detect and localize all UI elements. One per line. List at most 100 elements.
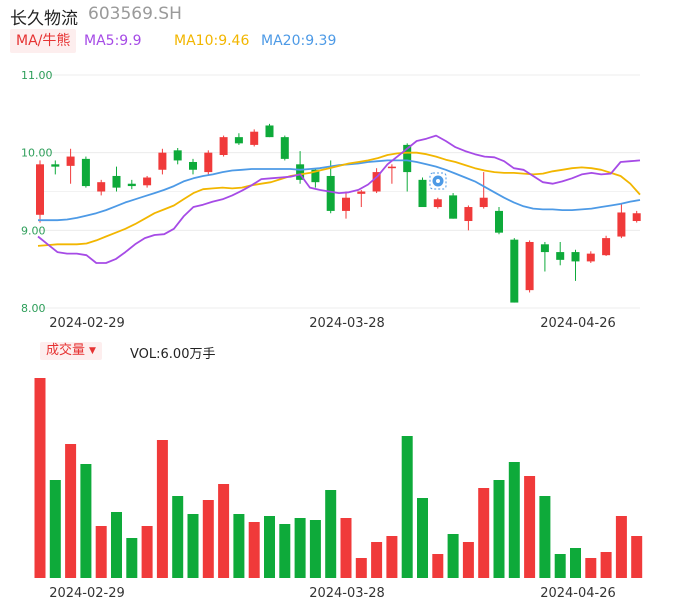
candle-body [433,199,442,208]
marker-frame [429,172,447,190]
candle-body [81,158,90,187]
candle-body [479,197,488,208]
date-label: 2024-02-29 [49,586,125,601]
volume-bar [325,490,337,578]
candle-body [449,195,458,219]
candle-body [372,172,381,192]
candle-body [143,177,152,186]
volume-bar [386,536,398,578]
y-tick-label: 10.00 [21,147,53,160]
candles-layer [36,123,641,303]
volume-bar [233,514,245,578]
volume-bar [570,548,581,578]
volume-bar [524,476,536,578]
volume-bar [340,518,352,578]
candle-body [158,152,167,170]
candle-body [127,183,136,187]
price-axis: 11.00 10.00 9.00 8.00 [21,69,53,315]
volume-bar [156,440,168,578]
candle-body [387,166,396,169]
candle-body [602,238,611,256]
volume-bar [279,524,291,578]
candle-body [219,137,228,155]
candle-body [403,144,412,173]
candle-body [342,197,350,211]
candle-body [234,137,243,144]
candle-body [418,179,427,208]
date-label: 2024-04-26 [540,586,616,601]
candle-body [296,164,305,180]
volume-bar [126,538,138,578]
candle-body [556,252,565,260]
candle-body [311,169,320,183]
volume-bar [554,554,566,578]
candle-body [97,182,106,192]
volume-indicator-label: 成交量 [46,343,86,358]
volume-bar [417,498,428,578]
volume-bar [309,520,321,578]
date-label: 2024-04-26 [540,316,616,331]
ma10-legend: MA10:9.46 [174,33,250,49]
volume-bar [248,522,260,578]
ma10-line [37,151,641,247]
candle-body [66,156,75,166]
candle-body [540,244,549,253]
date-axis: 2024-02-29 2024-02-29 2024-03-28 2024-03-28… [49,316,616,601]
marker-center [436,179,440,183]
candle-body [357,191,366,194]
caret-down-icon: ▼ [89,346,96,356]
candle-body [51,164,60,167]
volume-bar [95,526,107,578]
ma5-legend: MA5:9.9 [84,33,142,49]
event-marker[interactable] [429,172,447,190]
y-tick-label: 11.00 [21,69,53,82]
stock-name: 长久物流 [10,9,78,29]
y-tick-label: 9.00 [21,224,46,237]
candle-body [464,207,473,222]
volume-bar [187,514,199,578]
volume-bar [264,516,275,578]
candle-body [189,161,197,170]
volume-bar [49,480,61,578]
volume-bar [432,554,444,578]
volume-readout: VOL:6.00万手 [130,347,216,362]
volume-bar [447,534,459,578]
candle-body [280,137,289,159]
volume-bar [631,536,643,578]
candle-body [617,212,626,237]
ma-type-selector[interactable]: MA/牛熊 [10,29,77,53]
volume-bar [401,436,413,578]
ma5-line [37,134,641,264]
volume-bar [478,488,490,578]
volume-bar [141,526,153,578]
candle-body [173,150,182,161]
y-tick-label: 8.00 [21,302,46,315]
candle-body [586,253,595,262]
volume-bar [80,464,92,578]
candle-body [571,252,580,262]
volume-bar [111,512,122,578]
candle-body [250,131,259,145]
volume-bar [172,496,184,578]
volume-bar [294,518,306,578]
volume-bar [600,552,612,578]
candle-body [112,175,121,188]
volume-bar [615,516,627,578]
candle-body [495,210,503,233]
candle-body [265,125,274,138]
volume-bar [355,558,367,578]
volume-bar [493,480,505,578]
date-label: 2024-03-28 [309,316,385,331]
volume-bar [371,542,383,578]
candle-body [525,241,534,291]
ma20-legend: MA20:9.39 [261,33,337,49]
date-label: 2024-02-29 [49,316,125,331]
stock-code: 603569.SH [88,4,182,24]
volume-indicator-selector[interactable]: 成交量 ▼ [40,342,102,360]
price-gridlines [38,74,640,309]
volume-bar [462,542,474,578]
volume-bar [34,378,46,578]
volume-bar [539,496,551,578]
candle-body [204,152,213,173]
